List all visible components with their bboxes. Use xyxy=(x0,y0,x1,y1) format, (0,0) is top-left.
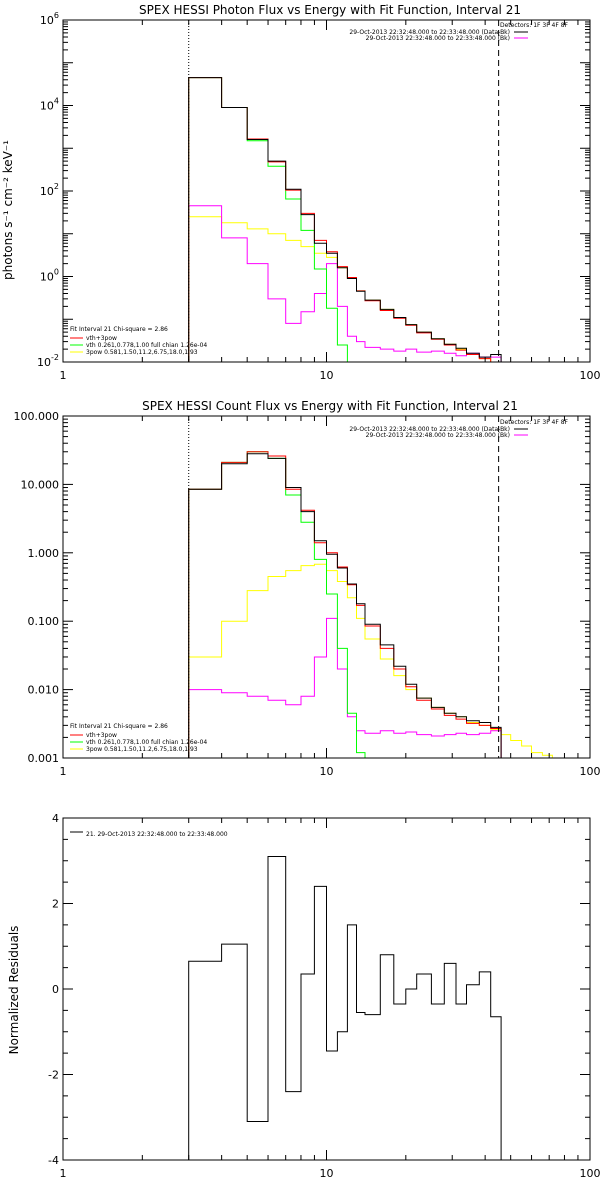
x-tick-label: 1 xyxy=(60,369,67,382)
x-tick-label: 100 xyxy=(580,369,600,382)
y-tick-exponent: 0 xyxy=(54,268,59,277)
series-group xyxy=(188,451,565,758)
x-tick-label: 100 xyxy=(580,765,600,778)
y-tick-label: 10-2 xyxy=(37,353,59,369)
series-data-bk xyxy=(188,453,502,758)
photon-interval-line-bk: 29-Oct-2013 22:32:48.000 to 22:33:48.000… xyxy=(366,35,510,42)
photon-flux-ylabel: photons s⁻¹ cm⁻² keV⁻¹ xyxy=(1,140,15,280)
y-tick-base: 10 xyxy=(40,271,54,284)
y-tick-label: 0.100 xyxy=(28,615,60,628)
y-tick-exponent: -2 xyxy=(51,353,59,362)
y-tick-label: 102 xyxy=(40,182,59,198)
y-tick-label: 0 xyxy=(52,983,59,996)
residuals-legend-label: 21. 29-Oct-2013 22:32:48.000 to 22:33:48… xyxy=(86,831,228,838)
y-tick-exponent: 6 xyxy=(54,11,59,20)
count-legend-label-3pow: 3pow 0.581,1.50,11.2,6.75,18.0,1.93 xyxy=(86,746,198,753)
y-tick-label: 106 xyxy=(40,11,59,27)
residuals-panel: Normalized Residuals 21. 29-Oct-2013 22:… xyxy=(7,812,600,1180)
x-tick-label: 1 xyxy=(60,1167,67,1180)
count-legend-label-vth: vth 0.261,0.778,1.00 full chian 1.26e-04 xyxy=(86,739,207,746)
photon-flux-title: SPEX HESSI Photon Flux vs Energy with Fi… xyxy=(139,3,521,17)
y-tick-label: 104 xyxy=(40,97,59,113)
y-tick-label: 2 xyxy=(52,898,59,911)
y-tick-base: 10 xyxy=(40,100,54,113)
photon-fit-header: Fit Interval 21 Chi-square = 2.86 xyxy=(70,326,168,333)
count-interval-line-data: 29-Oct-2013 22:32:48.000 to 22:33:48.000… xyxy=(349,426,510,433)
series-residuals xyxy=(188,856,502,1160)
y-tick-label: 100.000 xyxy=(14,410,60,423)
x-tick-label: 10 xyxy=(320,765,334,778)
count-interval-line-bk: 29-Oct-2013 22:32:48.000 to 22:33:48.000… xyxy=(366,432,510,439)
series-bk xyxy=(188,617,502,758)
series-bk xyxy=(188,205,502,362)
photon-flux-panel: SPEX HESSI Photon Flux vs Energy with Fi… xyxy=(1,3,600,382)
y-tick-label: 0.010 xyxy=(28,684,60,697)
y-tick-label: 0.001 xyxy=(28,752,60,765)
y-tick-label: 1.000 xyxy=(28,547,60,560)
y-tick-exponent: 4 xyxy=(54,97,59,106)
y-tick-label: -4 xyxy=(48,1154,59,1167)
x-tick-label: 1 xyxy=(60,765,67,778)
y-tick-base: 10 xyxy=(40,185,54,198)
series-group xyxy=(188,77,523,362)
residuals-ylabel: Normalized Residuals xyxy=(7,926,21,1055)
y-tick-base: 10 xyxy=(40,14,54,27)
count-fit-header: Fit Interval 21 Chi-square = 2.86 xyxy=(70,723,168,730)
count-flux-panel: SPEX HESSI Count Flux vs Energy with Fit… xyxy=(14,399,600,778)
x-tick-label: 10 xyxy=(320,369,334,382)
count-legend-label-total: vth+3pow xyxy=(86,732,117,739)
series-group xyxy=(188,856,502,1160)
x-tick-label: 100 xyxy=(580,1167,600,1180)
photon-detectors-text: Detectors: 1F 3F 4F 8F xyxy=(500,22,569,29)
series-data-bk xyxy=(188,77,502,362)
photon-legend-label-total: vth+3pow xyxy=(86,335,117,342)
y-tick-label: 4 xyxy=(52,812,59,825)
x-tick-label: 10 xyxy=(320,1167,334,1180)
y-tick-exponent: 2 xyxy=(54,182,59,191)
y-tick-label: 100 xyxy=(40,268,59,284)
count-detectors-text: Detectors: 1F 3F 4F 8F xyxy=(500,419,569,426)
y-tick-label: 10.000 xyxy=(21,478,60,491)
photon-interval-line-data: 29-Oct-2013 22:32:48.000 to 22:33:48.000… xyxy=(349,29,510,36)
y-tick-base: 10 xyxy=(37,356,51,369)
photon-legend-label-3pow: 3pow 0.581,1.50,11.2,6.75,18.0,1.93 xyxy=(86,349,198,356)
y-tick-label: -2 xyxy=(48,1069,59,1082)
count-flux-title: SPEX HESSI Count Flux vs Energy with Fit… xyxy=(142,399,518,413)
photon-legend-label-vth: vth 0.261,0.778,1.00 full chian 1.26e-04 xyxy=(86,342,207,349)
